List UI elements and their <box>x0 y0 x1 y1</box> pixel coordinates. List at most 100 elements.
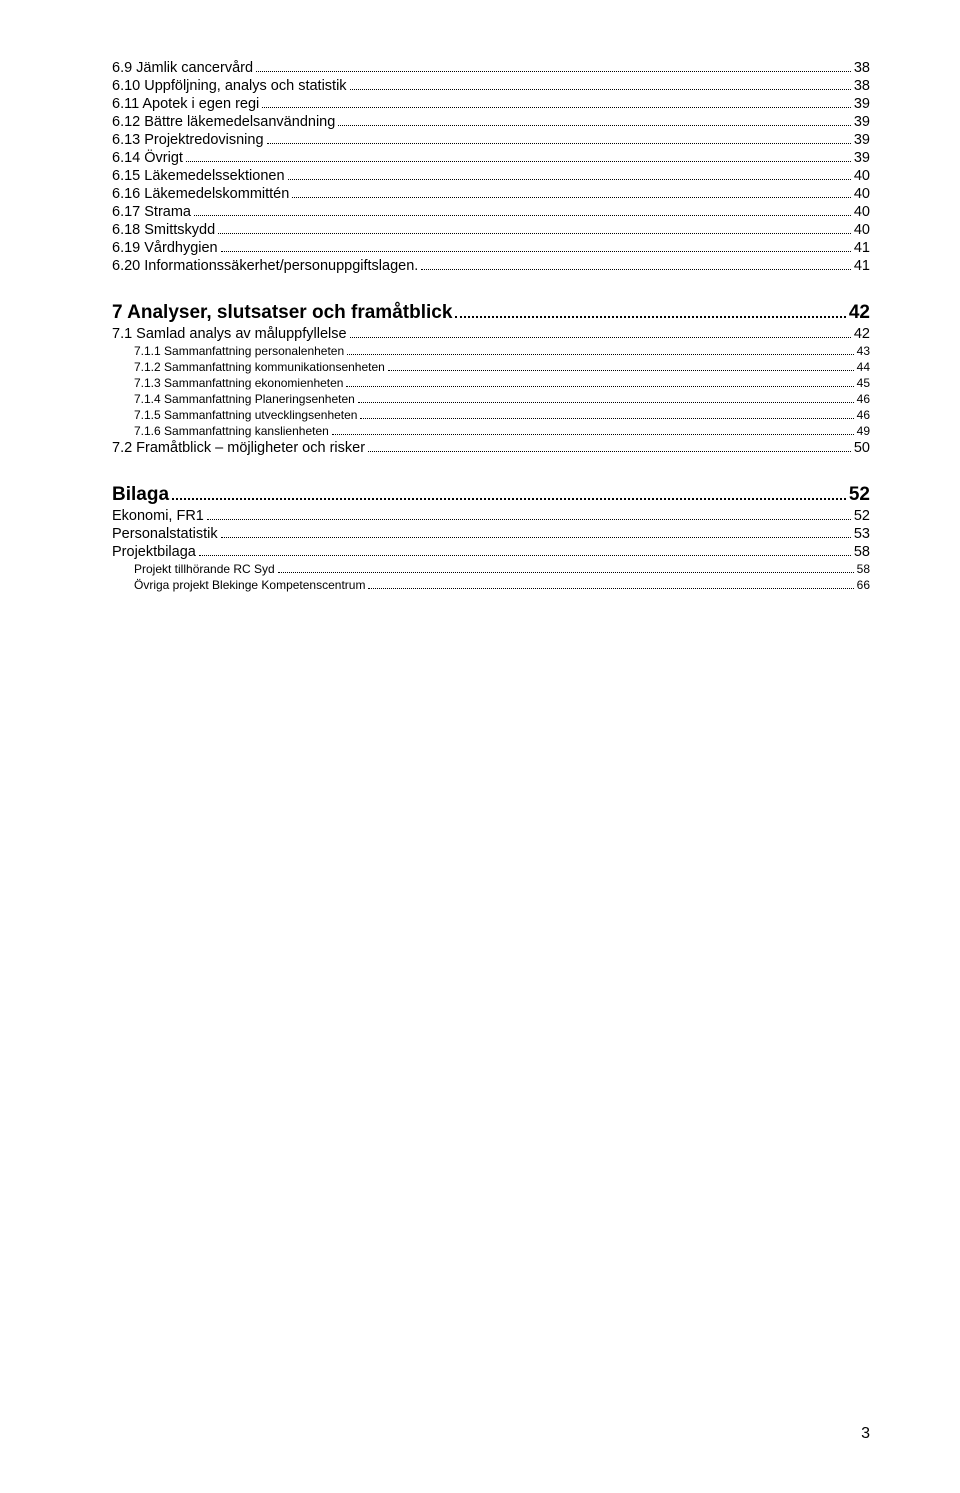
toc-entry-page: 41 <box>854 240 870 256</box>
toc-entry-page: 39 <box>854 114 870 130</box>
toc-entry-page: 40 <box>854 168 870 184</box>
toc-entry: 6.20 Informationssäkerhet/personuppgifts… <box>112 258 870 274</box>
dot-leader <box>368 581 853 589</box>
toc-entry-page: 53 <box>854 526 870 542</box>
toc-entry: 6.11 Apotek i egen regi 39 <box>112 96 870 112</box>
dot-leader <box>368 442 851 452</box>
toc-entry-label: 6.17 Strama <box>112 204 191 220</box>
toc-entry-label: Ekonomi, FR1 <box>112 508 204 524</box>
toc-entry: 7.1.2 Sammanfattning kommunikationsenhet… <box>112 360 870 374</box>
toc-entry-page: 43 <box>857 344 870 358</box>
toc-entry-page: 46 <box>857 408 870 422</box>
toc-entry-label: 7.1.3 Sammanfattning ekonomienheten <box>134 376 343 390</box>
toc-entry-page: 40 <box>854 186 870 202</box>
dot-leader <box>262 98 851 108</box>
toc-entry-label: Personalstatistik <box>112 526 218 542</box>
dot-leader <box>360 411 853 419</box>
dot-leader <box>218 224 851 234</box>
toc-entry: 7 Analyser, slutsatser och framåtblick42 <box>112 302 870 324</box>
dot-leader <box>172 487 846 500</box>
toc-entry-label: 7.1.4 Sammanfattning Planeringsenheten <box>134 392 355 406</box>
toc-entry-page: 42 <box>854 326 870 342</box>
toc-entry-label: Projekt tillhörande RC Syd <box>134 562 275 576</box>
dot-leader <box>194 206 851 216</box>
toc-entry-page: 39 <box>854 150 870 166</box>
dot-leader <box>278 565 854 573</box>
toc-entry: 6.16 Läkemedelskommittén 40 <box>112 186 870 202</box>
toc-entry-label: 6.18 Smittskydd <box>112 222 215 238</box>
dot-leader <box>347 347 853 355</box>
toc-entry-page: 40 <box>854 204 870 220</box>
toc-entry-page: 58 <box>854 544 870 560</box>
toc-entry: 6.9 Jämlik cancervård 38 <box>112 60 870 76</box>
toc-entry: 7.1.3 Sammanfattning ekonomienheten 45 <box>112 376 870 390</box>
toc-entry-page: 50 <box>854 440 870 456</box>
toc-entry-page: 49 <box>857 424 870 438</box>
toc-entry-page: 41 <box>854 258 870 274</box>
toc-entry-label: 6.9 Jämlik cancervård <box>112 60 253 76</box>
dot-leader <box>350 328 851 338</box>
toc-entry: 6.13 Projektredovisning39 <box>112 132 870 148</box>
toc-entry-label: 7.2 Framåtblick – möjligheter och risker <box>112 440 365 456</box>
toc-entry: 7.2 Framåtblick – möjligheter och risker… <box>112 440 870 456</box>
dot-leader <box>358 395 854 403</box>
dot-leader <box>388 363 854 371</box>
toc-entry-page: 38 <box>854 78 870 94</box>
toc-entry: 6.14 Övrigt39 <box>112 150 870 166</box>
toc-entry-page: 39 <box>854 132 870 148</box>
toc-entry-label: 7 Analyser, slutsatser och framåtblick <box>112 302 452 324</box>
toc-entry: 7.1.6 Sammanfattning kanslienheten 49 <box>112 424 870 438</box>
toc-entry-label: 6.15 Läkemedelssektionen <box>112 168 285 184</box>
toc-entry-label: 6.10 Uppföljning, analys och statistik <box>112 78 347 94</box>
toc-entry: Projekt tillhörande RC Syd 58 <box>112 562 870 576</box>
dot-leader <box>199 546 851 556</box>
toc-entry-label: Projektbilaga <box>112 544 196 560</box>
toc-entry-page: 45 <box>857 376 870 390</box>
toc-entry-label: 6.16 Läkemedelskommittén <box>112 186 289 202</box>
table-of-contents: 6.9 Jämlik cancervård 38 6.10 Uppföljning,… <box>112 60 870 592</box>
dot-leader <box>267 134 851 144</box>
toc-entry-page: 44 <box>857 360 870 374</box>
dot-leader <box>288 170 851 180</box>
toc-entry: 6.19 Vårdhygien 41 <box>112 240 870 256</box>
toc-entry-label: 7.1 Samlad analys av måluppfyllelse <box>112 326 347 342</box>
toc-entry: Övriga projekt Blekinge Kompetenscentrum… <box>112 578 870 592</box>
dot-leader <box>421 260 851 270</box>
toc-entry: 7.1.4 Sammanfattning Planeringsenheten 46 <box>112 392 870 406</box>
dot-leader <box>332 427 854 435</box>
toc-entry: Ekonomi, FR1 52 <box>112 508 870 524</box>
dot-leader <box>221 528 851 538</box>
toc-entry-page: 58 <box>857 562 870 576</box>
toc-entry-label: 6.20 Informationssäkerhet/personuppgifts… <box>112 258 418 274</box>
toc-entry-label: 6.19 Vårdhygien <box>112 240 218 256</box>
toc-entry-label: 7.1.5 Sammanfattning utvecklingsenheten <box>134 408 357 422</box>
toc-entry-page: 52 <box>854 508 870 524</box>
page-number: 3 <box>861 1425 870 1443</box>
toc-entry-page: 40 <box>854 222 870 238</box>
dot-leader <box>221 242 851 252</box>
dot-leader <box>207 510 851 520</box>
toc-entry: Projektbilaga 58 <box>112 544 870 560</box>
toc-entry: 7.1 Samlad analys av måluppfyllelse 42 <box>112 326 870 342</box>
toc-entry-label: 7.1.2 Sammanfattning kommunikationsenhet… <box>134 360 385 374</box>
toc-entry: 6.15 Läkemedelssektionen 40 <box>112 168 870 184</box>
dot-leader <box>350 80 851 90</box>
toc-entry: 7.1.5 Sammanfattning utvecklingsenheten 4… <box>112 408 870 422</box>
toc-entry-label: 6.12 Bättre läkemedelsanvändning <box>112 114 335 130</box>
toc-entry: Personalstatistik 53 <box>112 526 870 542</box>
toc-entry: 6.12 Bättre läkemedelsanvändning 39 <box>112 114 870 130</box>
toc-entry-page: 46 <box>857 392 870 406</box>
dot-leader <box>346 379 853 387</box>
toc-entry-page: 39 <box>854 96 870 112</box>
dot-leader <box>292 188 851 198</box>
toc-entry: 6.18 Smittskydd 40 <box>112 222 870 238</box>
dot-leader <box>186 152 851 162</box>
toc-entry-page: 38 <box>854 60 870 76</box>
toc-entry-label: 7.1.6 Sammanfattning kanslienheten <box>134 424 329 438</box>
toc-entry-label: 6.11 Apotek i egen regi <box>112 96 259 112</box>
toc-entry: 6.17 Strama 40 <box>112 204 870 220</box>
toc-entry-page: 66 <box>857 578 870 592</box>
toc-entry: 7.1.1 Sammanfattning personalenheten 43 <box>112 344 870 358</box>
toc-entry-label: 7.1.1 Sammanfattning personalenheten <box>134 344 344 358</box>
dot-leader <box>256 62 851 72</box>
